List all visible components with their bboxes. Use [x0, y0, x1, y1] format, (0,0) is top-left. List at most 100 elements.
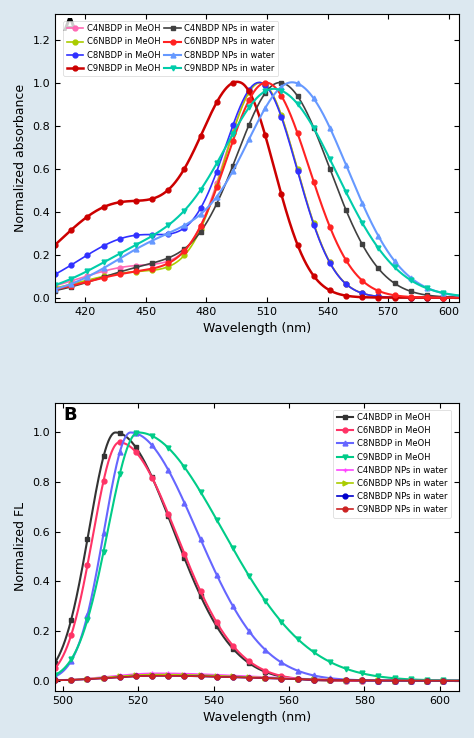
Line: C6NBDP in MeOH: C6NBDP in MeOH — [53, 80, 461, 300]
C4NBDP in MeOH — [52, 281, 58, 290]
C4NBDP NPs in water — [375, 676, 381, 685]
C8NBDP NPs in water — [375, 676, 381, 685]
C8NBDP NPs in water — [93, 268, 99, 277]
C8NBDP in MeOH — [367, 291, 373, 300]
C9NBDP NPs in water — [330, 675, 336, 684]
C9NBDP in MeOH — [216, 519, 221, 528]
Line: C8NBDP NPs in water: C8NBDP NPs in water — [53, 80, 461, 298]
C6NBDP NPs in water — [154, 670, 160, 679]
C8NBDP in MeOH — [230, 602, 236, 611]
Legend: C4NBDP in MeOH, C6NBDP in MeOH, C8NBDP in MeOH, C9NBDP in MeOH, C4NBDP NPs in wa: C4NBDP in MeOH, C6NBDP in MeOH, C8NBDP i… — [333, 410, 451, 517]
C9NBDP in MeOH — [375, 293, 381, 302]
C9NBDP in MeOH — [93, 207, 99, 215]
C8NBDP in MeOH — [216, 162, 221, 171]
C8NBDP in MeOH — [52, 270, 58, 279]
C4NBDP in MeOH — [216, 625, 221, 634]
C6NBDP NPs in water — [456, 293, 462, 302]
C6NBDP in MeOH — [52, 664, 58, 673]
C6NBDP in MeOH — [230, 641, 236, 650]
C6NBDP NPs in water — [230, 137, 236, 145]
C8NBDP in MeOH — [456, 293, 462, 302]
C6NBDP in MeOH — [367, 676, 373, 685]
C4NBDP NPs in water — [52, 286, 58, 295]
Y-axis label: Normalized absorbance: Normalized absorbance — [14, 84, 27, 232]
C9NBDP in MeOH — [456, 676, 462, 685]
C9NBDP NPs in water — [367, 676, 373, 685]
C4NBDP NPs in water — [367, 253, 373, 262]
C9NBDP NPs in water — [375, 243, 381, 252]
C6NBDP in MeOH — [456, 676, 462, 685]
C9NBDP NPs in water — [216, 672, 221, 681]
C8NBDP in MeOH — [93, 569, 99, 578]
Legend: C4NBDP in MeOH, C6NBDP in MeOH, C8NBDP in MeOH, C9NBDP in MeOH, C4NBDP NPs in wa: C4NBDP in MeOH, C6NBDP in MeOH, C8NBDP i… — [63, 21, 278, 76]
C4NBDP NPs in water — [456, 293, 462, 302]
C4NBDP in MeOH — [216, 173, 221, 182]
C4NBDP in MeOH — [375, 676, 381, 685]
C8NBDP in MeOH — [456, 676, 462, 685]
C8NBDP in MeOH — [375, 676, 381, 685]
C9NBDP NPs in water — [93, 262, 99, 271]
Line: C8NBDP in MeOH: C8NBDP in MeOH — [53, 430, 461, 683]
C8NBDP in MeOH — [256, 78, 262, 87]
C4NBDP NPs in water — [52, 676, 58, 685]
C6NBDP in MeOH — [93, 513, 99, 522]
C6NBDP in MeOH — [257, 78, 263, 87]
C6NBDP NPs in water — [456, 676, 462, 685]
C4NBDP NPs in water — [456, 676, 462, 685]
C4NBDP in MeOH — [367, 676, 373, 685]
C8NBDP NPs in water — [52, 676, 58, 685]
C6NBDP NPs in water — [93, 275, 99, 284]
C8NBDP in MeOH — [93, 245, 99, 254]
C8NBDP in MeOH — [216, 575, 221, 584]
X-axis label: Wavelength (nm): Wavelength (nm) — [203, 323, 311, 335]
Line: C4NBDP in MeOH: C4NBDP in MeOH — [53, 80, 461, 300]
C6NBDP NPs in water — [230, 672, 236, 681]
C6NBDP NPs in water — [216, 672, 221, 680]
C9NBDP in MeOH — [230, 545, 236, 554]
C4NBDP in MeOH — [230, 127, 236, 136]
X-axis label: Wavelength (nm): Wavelength (nm) — [203, 711, 311, 724]
C6NBDP in MeOH — [330, 263, 336, 272]
Y-axis label: Normalized FL: Normalized FL — [14, 502, 27, 591]
Text: B: B — [63, 406, 77, 424]
C8NBDP in MeOH — [375, 292, 381, 301]
C4NBDP in MeOH — [375, 292, 381, 301]
C6NBDP NPs in water — [367, 676, 373, 685]
C6NBDP NPs in water — [330, 230, 336, 238]
Line: C9NBDP NPs in water: C9NBDP NPs in water — [53, 673, 461, 683]
C6NBDP NPs in water — [93, 674, 99, 683]
C6NBDP NPs in water — [52, 285, 58, 294]
C9NBDP in MeOH — [367, 671, 373, 680]
Line: C4NBDP NPs in water: C4NBDP NPs in water — [53, 80, 461, 300]
C9NBDP NPs in water — [52, 280, 58, 289]
Line: C6NBDP NPs in water: C6NBDP NPs in water — [53, 80, 461, 300]
Line: C9NBDP in MeOH: C9NBDP in MeOH — [53, 430, 461, 683]
C8NBDP NPs in water — [230, 167, 236, 176]
C4NBDP in MeOH — [456, 293, 462, 302]
C4NBDP in MeOH — [257, 78, 263, 87]
C9NBDP NPs in water — [367, 232, 373, 241]
C4NBDP in MeOH — [367, 291, 373, 300]
C9NBDP NPs in water — [271, 84, 276, 93]
C4NBDP NPs in water — [230, 671, 236, 680]
C6NBDP NPs in water — [52, 676, 58, 685]
C9NBDP NPs in water — [375, 676, 381, 685]
C4NBDP in MeOH — [330, 676, 336, 685]
C4NBDP NPs in water — [330, 675, 336, 684]
C4NBDP NPs in water — [216, 670, 221, 679]
C8NBDP in MeOH — [230, 121, 236, 130]
C8NBDP NPs in water — [230, 673, 236, 682]
Line: C9NBDP NPs in water: C9NBDP NPs in water — [53, 86, 461, 298]
C8NBDP NPs in water — [367, 676, 373, 685]
C9NBDP in MeOH — [234, 77, 240, 86]
C4NBDP in MeOH — [456, 676, 462, 685]
C4NBDP NPs in water — [216, 196, 221, 204]
C9NBDP in MeOH — [136, 428, 141, 437]
C4NBDP NPs in water — [230, 161, 236, 170]
C4NBDP NPs in water — [330, 172, 336, 181]
C8NBDP in MeOH — [52, 672, 58, 681]
Line: C6NBDP in MeOH: C6NBDP in MeOH — [53, 440, 461, 683]
C9NBDP in MeOH — [216, 95, 221, 104]
C6NBDP in MeOH — [93, 274, 99, 283]
C4NBDP NPs in water — [277, 78, 283, 87]
